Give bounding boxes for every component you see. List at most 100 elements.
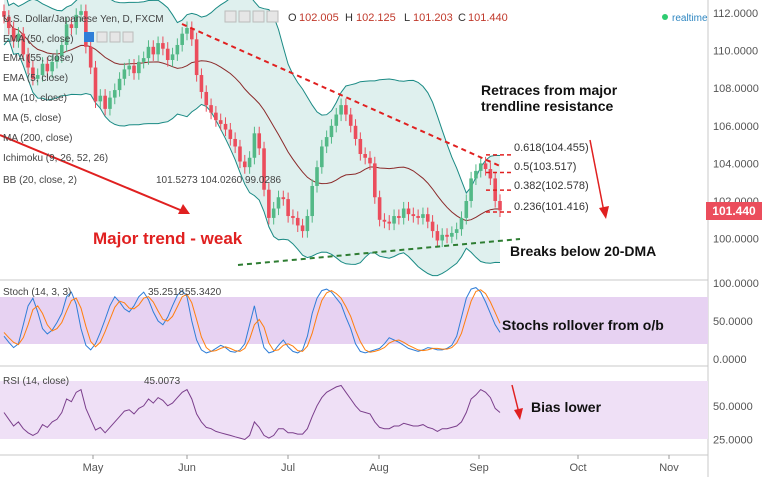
candle-body: [141, 58, 146, 62]
visibility-icon[interactable]: [224, 10, 237, 23]
annotation-retrace-2: trendline resistance: [481, 98, 613, 114]
ohlc-readout: O 102.005 H 102.125 L 101.203 C 101.440: [288, 12, 508, 24]
fib-label-236: 0.236(101.416): [514, 201, 589, 213]
stoch-d-line: [3, 289, 501, 353]
legend-ma1[interactable]: MA (10, close): [3, 93, 67, 104]
candle-body: [218, 120, 223, 124]
legend-eye-icon[interactable]: [84, 32, 94, 42]
indicator-legend[interactable]: EMA (50, close) EMA (55, close) EMA (5, …: [3, 34, 282, 186]
candlestick-series: [2, 4, 502, 248]
fibonacci-levels[interactable]: [486, 154, 512, 213]
price-axis-area[interactable]: [708, 0, 768, 477]
candle-body: [242, 161, 247, 168]
candle-body: [223, 123, 228, 130]
candle-body: [175, 44, 180, 55]
major-trend-arrow[interactable]: [0, 134, 186, 213]
candle-body: [194, 39, 199, 76]
candle-body: [247, 157, 252, 168]
candle-body: [233, 138, 237, 147]
candle-body: [474, 170, 478, 179]
legend-ichimoku[interactable]: Ichimoku (9, 26, 52, 26): [3, 153, 108, 164]
candle-body: [84, 11, 88, 47]
legend-ma2[interactable]: MA (5, close): [3, 113, 61, 124]
rsi-legend[interactable]: RSI (14, close): [3, 376, 69, 387]
rsi-tick-label: 25.0000: [713, 435, 753, 447]
legend-settings-icon[interactable]: [96, 31, 108, 43]
projection-arrowhead-price: [599, 206, 609, 219]
stoch-d-value: 55.3420: [185, 287, 222, 298]
candle-body: [363, 154, 367, 158]
candle-body: [88, 46, 93, 68]
candle-body: [21, 33, 26, 55]
legend-ma3[interactable]: MA (200, close): [3, 133, 72, 144]
candle-body: [411, 214, 416, 217]
candle-body: [132, 65, 136, 74]
legend-close-icon[interactable]: [109, 31, 121, 43]
candle-body: [35, 75, 40, 79]
time-tick-label: May: [83, 462, 104, 474]
price-tick-label: 100.0000: [713, 234, 759, 246]
stoch-tick-label: 100.0000: [713, 278, 759, 290]
annotation-stochs: Stochs rollover from o/b: [502, 317, 664, 333]
time-tick-label: Nov: [659, 462, 679, 474]
candle-body: [7, 16, 11, 29]
candle-body: [353, 125, 358, 139]
candle-body: [16, 33, 21, 42]
candle-body: [372, 163, 377, 198]
candle-body: [185, 28, 189, 34]
stoch-legend[interactable]: Stoch (14, 3, 3): [3, 287, 71, 298]
legend-ema1[interactable]: EMA (50, close): [3, 34, 74, 45]
settings-icon[interactable]: [238, 10, 251, 23]
header-buttons[interactable]: [224, 10, 279, 23]
candle-body: [454, 229, 459, 233]
realtime-label: realtime: [672, 13, 708, 24]
candle-body: [339, 105, 343, 115]
legend-bb[interactable]: BB (20, close, 2): [3, 175, 77, 186]
candle-body: [271, 208, 276, 218]
legend-more-icon[interactable]: [122, 31, 134, 43]
candle-body: [98, 95, 103, 102]
candle-body: [59, 44, 64, 57]
annotation-bias: Bias lower: [531, 399, 602, 415]
candle-body: [300, 225, 305, 232]
candle-body: [348, 114, 353, 126]
candle-body: [478, 163, 483, 171]
candle-body: [190, 28, 194, 40]
candle-body: [127, 65, 132, 70]
ohlc-o-label: O: [288, 12, 297, 24]
candle-body: [2, 11, 6, 17]
stoch-band: [0, 297, 708, 344]
annotation-breaks: Breaks below 20-DMA: [510, 243, 656, 259]
legend-ema3[interactable]: EMA (5, close): [3, 73, 68, 84]
legend-buttons[interactable]: [84, 31, 134, 43]
candle-body: [310, 185, 314, 217]
candle-body: [170, 54, 175, 60]
candle-body: [79, 11, 83, 15]
candle-body: [291, 216, 295, 218]
support-trendline[interactable]: [237, 238, 521, 266]
candle-body: [11, 28, 16, 42]
close-icon[interactable]: [252, 10, 265, 23]
candle-body: [459, 217, 464, 230]
candle-body: [392, 216, 396, 224]
fib-label-500: 0.5(103.517): [514, 161, 576, 173]
ohlc-c-label: C: [458, 12, 466, 24]
candle-body: [180, 33, 184, 45]
annotation-retrace-1: Retraces from major: [481, 82, 618, 98]
legend-ema2[interactable]: EMA (55, close): [3, 53, 74, 64]
bollinger-lower-line: [3, 38, 501, 277]
rsi-tick-label: 50.0000: [713, 401, 753, 413]
candle-body: [320, 146, 324, 168]
candle-body: [344, 105, 348, 115]
candle-body: [276, 197, 281, 209]
candle-body: [498, 201, 502, 211]
price-tick-label: 112.0000: [713, 8, 758, 20]
time-tick-label: Sep: [469, 462, 489, 474]
more-icon[interactable]: [266, 10, 279, 23]
ohlc-c-value: 101.440: [468, 12, 508, 24]
ohlc-l-value: 101.203: [413, 12, 453, 24]
price-tick-label: 110.0000: [713, 46, 758, 58]
resistance-trendline[interactable]: [181, 23, 501, 167]
candle-body: [214, 112, 218, 121]
